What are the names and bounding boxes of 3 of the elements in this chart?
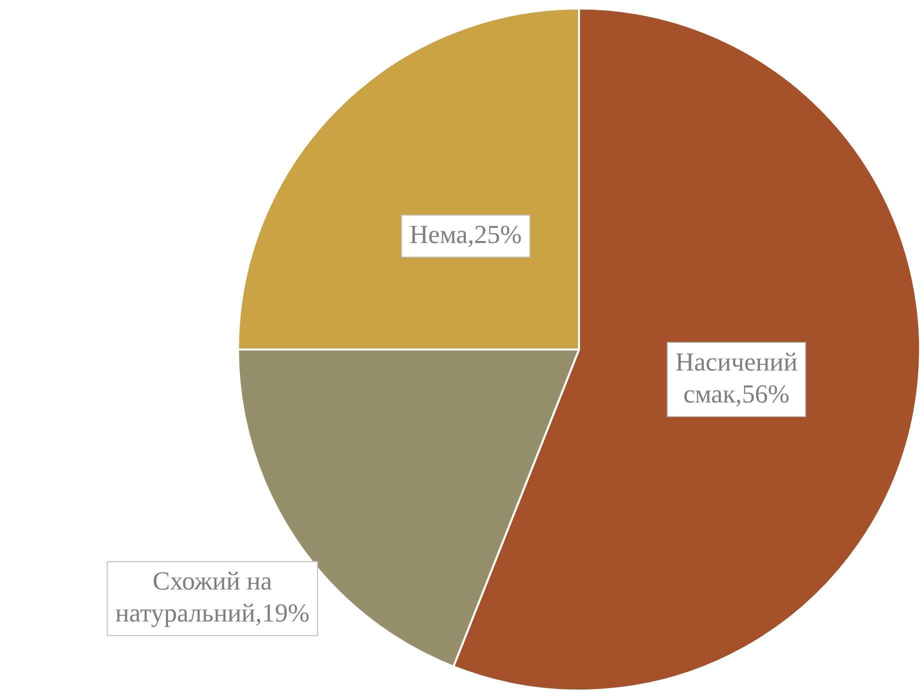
slice-label: Насичений смак,56%: [675, 347, 798, 408]
slice-label: Нема,25%: [410, 220, 522, 249]
slice-label: Схожий на натуральний,19%: [115, 566, 310, 628]
